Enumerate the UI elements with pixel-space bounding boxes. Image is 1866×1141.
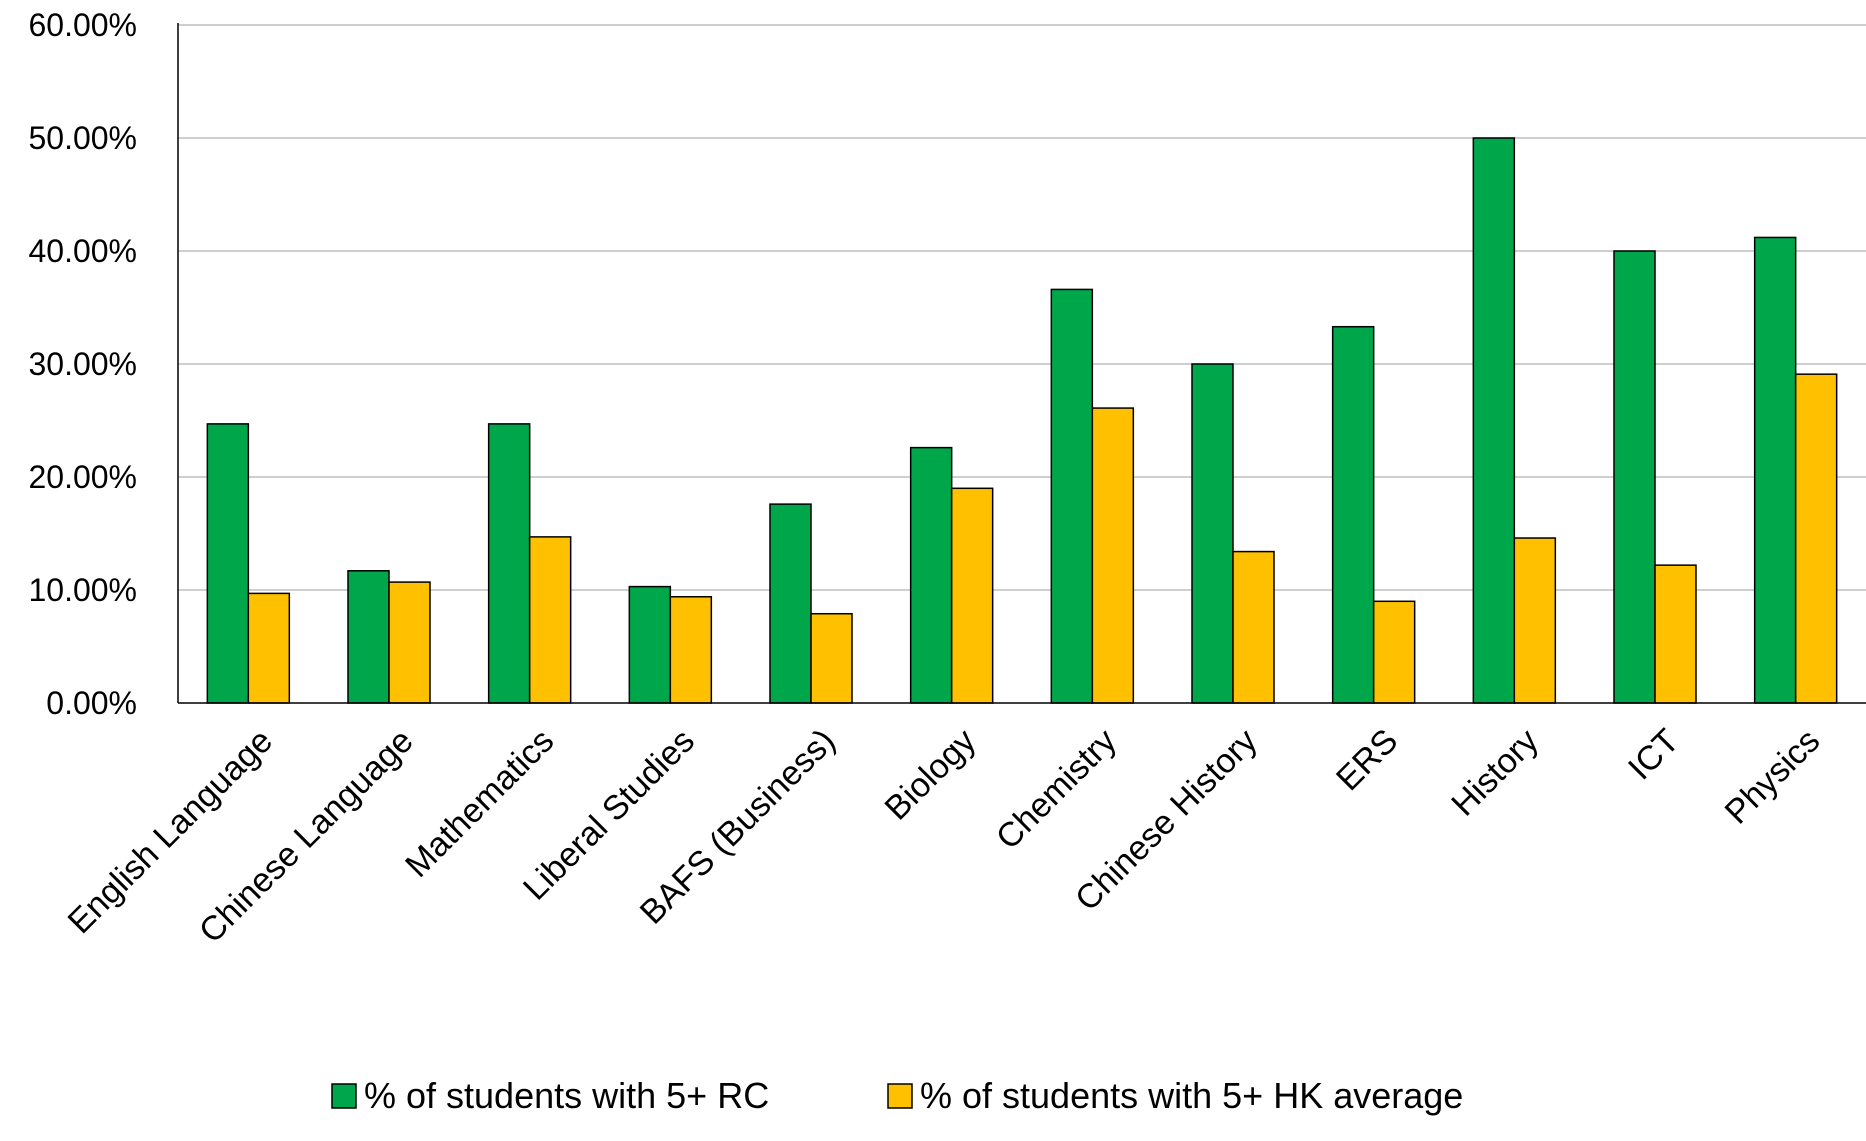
legend-label: % of students with 5+ RC [364,1075,769,1116]
legend: % of students with 5+ RC % of students wi… [331,1075,1463,1116]
bar-rc [1753,236,1797,704]
y-tick-label: 60.00% [28,7,137,43]
y-tick-label: 0.00% [46,685,137,721]
y-tick-label: 20.00% [28,459,137,495]
bar-rc [628,585,672,704]
bar-hk-average [950,487,994,704]
bar-rc [909,446,953,704]
bar-hk-average [810,612,853,704]
y-tick-label: 40.00% [28,233,137,269]
y-tick-label: 30.00% [28,346,137,382]
x-category-label: ICT [1621,722,1687,788]
bar-rc [487,423,531,704]
bar-rc [769,503,812,704]
y-tick-label: 10.00% [28,572,137,608]
bar-hk-average [1091,407,1135,704]
bar-hk-average [528,536,572,704]
x-category-label: Physics [1718,722,1828,832]
bar-rc [1050,288,1094,704]
bar-hk-average [247,592,291,704]
bar-hk-average [669,596,713,704]
x-category-label: History [1444,722,1546,824]
bar-hk-average [388,581,431,704]
bar-rc [1191,363,1234,704]
legend-label: % of students with 5+ HK average [920,1075,1463,1116]
bar-rc [1472,137,1516,704]
bar-hk-average [1654,564,1697,704]
bar-hk-average [1372,600,1416,704]
gridlines [178,24,1866,591]
bar-rc [1613,250,1656,704]
bar-rc [1331,325,1375,704]
y-tick-label: 50.00% [28,120,137,156]
bar-hk-average [1513,537,1557,704]
legend-swatch [331,1083,357,1109]
axes [177,23,1866,704]
bar-rc [347,570,390,704]
x-category-label: Biology [878,722,984,828]
bar-hk-average [1232,550,1275,704]
bar-hk-average [1794,373,1838,704]
x-category-label: ERS [1329,722,1405,798]
y-axis-tick-labels: 0.00% 10.00% 20.00% 30.00% 40.00% 50.00% 60.00… [28,7,137,721]
bar-rc [206,423,250,704]
legend-swatch [887,1083,913,1109]
bars [206,137,1838,704]
x-category-label: Chemistry [989,722,1124,857]
